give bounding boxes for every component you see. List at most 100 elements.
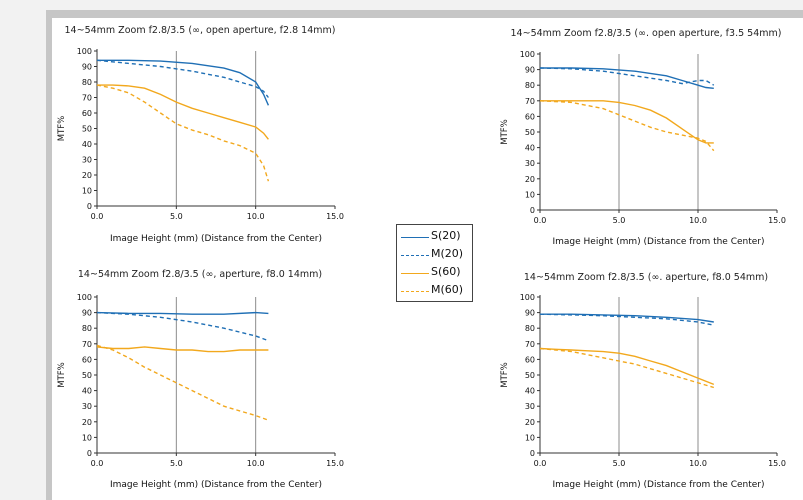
legend-label: S(60) (431, 265, 461, 278)
y-tick-label: 90 (82, 63, 92, 72)
x-tick-label: 0.0 (91, 459, 104, 468)
y-tick-label: 10 (525, 433, 535, 442)
x-tick-label: 15.0 (768, 459, 786, 468)
y-tick-label: 30 (525, 159, 535, 168)
x-tick-label: 10.0 (689, 459, 707, 468)
y-tick-label: 10 (82, 433, 92, 442)
y-tick-label: 50 (525, 128, 535, 137)
x-tick-label: 5.0 (170, 212, 183, 221)
y-tick-label: 30 (82, 402, 92, 411)
x-tick-label: 5.0 (613, 459, 626, 468)
y-tick-label: 70 (82, 94, 92, 103)
x-tick-label: 10.0 (247, 212, 265, 221)
x-axis-label: Image Height (mm) (Distance from the Cen… (552, 480, 764, 490)
y-tick-label: 40 (82, 140, 92, 149)
y-tick-label: 70 (82, 340, 92, 349)
y-axis-label: MTF% (57, 362, 67, 388)
legend-label: M(20) (431, 247, 464, 260)
series-line-s20 (96, 311, 269, 315)
y-tick-label: 20 (82, 418, 92, 427)
x-tick-label: 10.0 (247, 459, 265, 468)
y-tick-label: 70 (525, 97, 535, 106)
y-tick-label: 10 (82, 187, 92, 196)
y-tick-label: 90 (525, 309, 535, 318)
legend-swatch (401, 273, 429, 274)
series-line-m60 (96, 84, 270, 182)
legend-item-s60: S(60) (397, 264, 472, 282)
x-tick-label: 15.0 (768, 216, 786, 225)
y-tick-label: 30 (82, 156, 92, 165)
legend: S(20) M(20) S(60) M(60) (396, 224, 473, 302)
legend-swatch (401, 291, 429, 292)
series-line-s20 (97, 59, 270, 106)
y-tick-label: 50 (82, 371, 92, 380)
x-tick-label: 15.0 (326, 459, 344, 468)
series-line-s60 (97, 84, 269, 140)
y-tick-label: 20 (82, 171, 92, 180)
series-line-m20 (539, 67, 715, 86)
x-tick-label: 10.0 (689, 216, 707, 225)
x-tick-label: 0.0 (534, 216, 547, 225)
y-tick-label: 60 (82, 109, 92, 118)
x-tick-label: 5.0 (170, 459, 183, 468)
y-tick-label: 0 (530, 206, 535, 215)
y-tick-label: 0 (530, 449, 535, 458)
y-tick-label: 90 (525, 66, 535, 75)
y-tick-label: 100 (520, 293, 535, 302)
x-tick-label: 15.0 (326, 212, 344, 221)
y-axis-label: MTF% (500, 362, 510, 388)
series-line-m20 (96, 59, 269, 98)
y-tick-label: 20 (525, 175, 535, 184)
y-tick-label: 100 (77, 293, 92, 302)
y-tick-label: 80 (82, 324, 92, 333)
legend-item-s20: S(20) (397, 228, 472, 246)
y-tick-label: 60 (525, 355, 535, 364)
x-axis-label: Image Height (mm) (Distance from the Cen… (552, 237, 764, 247)
y-tick-label: 40 (525, 387, 535, 396)
series-line-s60 (539, 347, 715, 386)
y-tick-label: 90 (82, 309, 92, 318)
series-line-m20 (539, 313, 714, 326)
series-line-m60 (539, 100, 715, 152)
legend-item-m60: M(60) (397, 282, 472, 300)
y-tick-label: 20 (525, 418, 535, 427)
legend-item-m20: M(20) (397, 246, 472, 264)
x-tick-label: 0.0 (534, 459, 547, 468)
x-axis-label: Image Height (mm) (Distance from the Cen… (110, 234, 322, 244)
y-tick-label: 40 (525, 144, 535, 153)
x-tick-label: 5.0 (613, 216, 626, 225)
y-tick-label: 0 (87, 202, 92, 211)
y-tick-label: 80 (525, 324, 535, 333)
series-line-m60 (539, 347, 714, 389)
y-tick-label: 100 (520, 50, 535, 59)
series-line-s20 (540, 67, 714, 89)
series-line-s60 (540, 100, 714, 144)
y-axis-label: MTF% (500, 119, 510, 145)
x-axis-label: Image Height (mm) (Distance from the Cen… (110, 480, 322, 490)
y-tick-label: 70 (525, 340, 535, 349)
x-tick-label: 0.0 (91, 212, 104, 221)
y-tick-label: 30 (525, 402, 535, 411)
legend-label: M(60) (431, 283, 464, 296)
series-line-s60 (96, 346, 269, 353)
y-tick-label: 80 (525, 81, 535, 90)
chart-title: 14~54mm Zoom f2.8/3.5 (∞, aperture, f8.0… (78, 269, 322, 280)
chart-title: 14~54mm Zoom f2.8/3.5 (∞. open aperture,… (511, 28, 782, 39)
y-axis-label: MTF% (57, 116, 67, 142)
legend-label: S(20) (431, 229, 461, 242)
y-tick-label: 80 (82, 78, 92, 87)
y-tick-label: 50 (525, 371, 535, 380)
legend-swatch (401, 255, 429, 256)
y-tick-label: 100 (77, 47, 92, 56)
y-tick-label: 60 (82, 355, 92, 364)
series-line-m60 (96, 344, 269, 421)
chart-title: 14~54mm Zoom f2.8/3.5 (∞. aperture, f8.0… (524, 272, 768, 283)
chart-title: 14~54mm Zoom f2.8/3.5 (∞, open aperture,… (65, 25, 336, 36)
y-tick-label: 50 (82, 125, 92, 134)
y-tick-label: 40 (82, 387, 92, 396)
series-line-m20 (96, 311, 269, 342)
y-tick-label: 10 (525, 190, 535, 199)
y-tick-label: 0 (87, 449, 92, 458)
legend-swatch (401, 237, 429, 238)
